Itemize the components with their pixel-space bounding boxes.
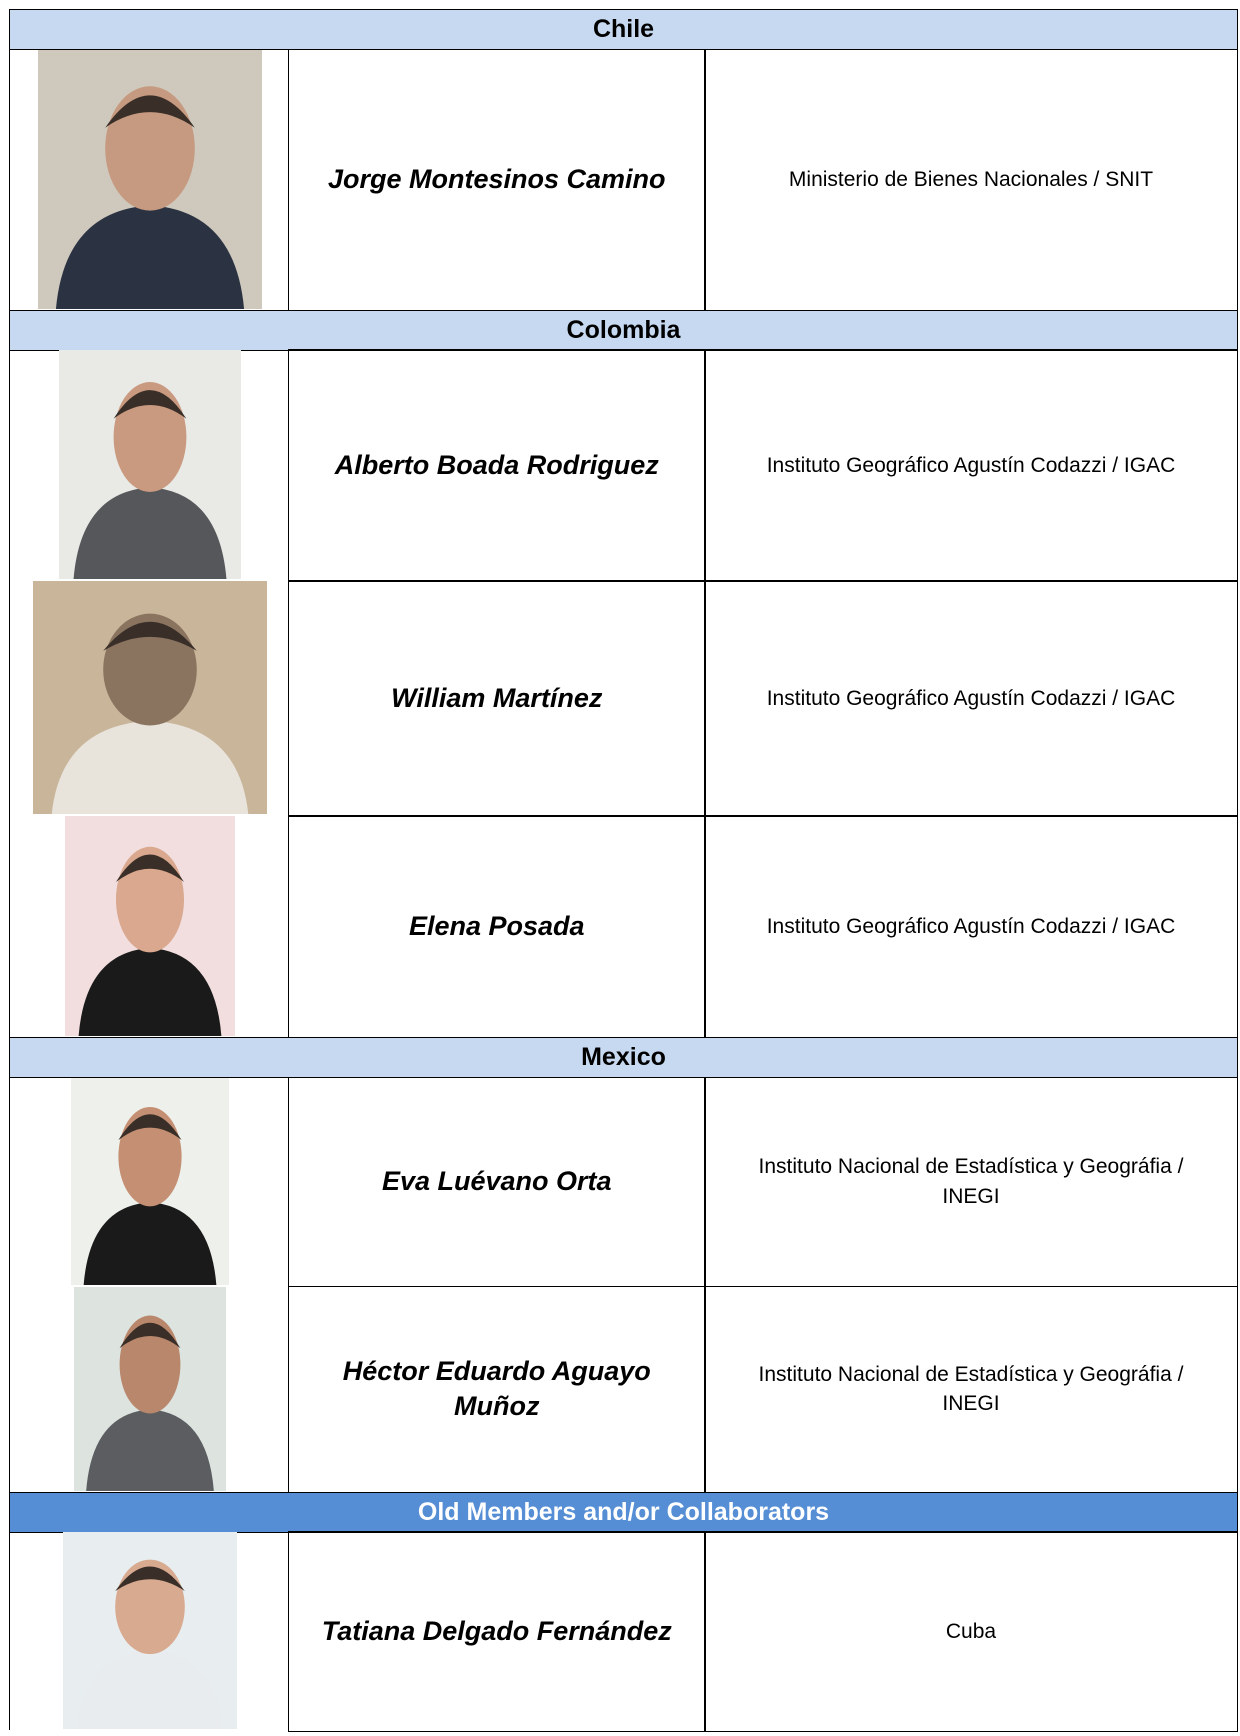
member-name: Héctor Eduardo Aguayo Muñoz (288, 1285, 706, 1493)
member-name: William Martínez (288, 580, 706, 817)
member-organization-text: Instituto Geográfico Agustín Codazzi / I… (766, 453, 1176, 477)
member-organization: Instituto Nacional de Estadística y Geog… (704, 1076, 1238, 1287)
member-name-text: Alberto Boada Rodriguez (334, 449, 659, 480)
member-organization-text: Cuba (945, 1619, 997, 1643)
member-organization: Instituto Geográfico Agustín Codazzi / I… (704, 580, 1238, 817)
section-header: Colombia (9, 309, 1238, 351)
photo-cell (9, 580, 290, 815)
section-header: Mexico (9, 1037, 1238, 1078)
member-photo (37, 49, 262, 309)
member-name-text: Héctor Eduardo Aguayo Muñoz (342, 1356, 651, 1422)
member-name-text: Tatiana Delgado Fernández (321, 1615, 672, 1646)
member-name: Elena Posada (288, 815, 706, 1039)
photo-cell (9, 1076, 290, 1286)
section-header-text: Chile (592, 15, 655, 43)
member-photo (64, 816, 235, 1036)
member-photo (32, 581, 267, 814)
member-organization: Ministerio de Bienes Nacionales / SNIT (704, 48, 1238, 311)
member-name-text: Eva Luévano Orta (381, 1166, 612, 1197)
member-organization: Instituto Geográfico Agustín Codazzi / I… (704, 349, 1238, 582)
member-organization-text: Ministerio de Bienes Nacionales / SNIT (788, 168, 1154, 192)
member-name-text: William Martínez (391, 682, 603, 713)
section-header-text: Mexico (581, 1043, 666, 1071)
member-name: Eva Luévano Orta (288, 1076, 706, 1287)
member-name: Alberto Boada Rodriguez (288, 349, 706, 582)
member-organization: Cuba (704, 1531, 1238, 1732)
member-name-text: Elena Posada (408, 911, 585, 942)
photo-cell (9, 1285, 290, 1492)
member-name: Jorge Montesinos Camino (288, 48, 706, 311)
member-photo (73, 1286, 226, 1491)
photo-cell (9, 1531, 290, 1730)
section-header: Chile (9, 9, 1238, 50)
member-organization: Instituto Geográfico Agustín Codazzi / I… (704, 815, 1238, 1039)
member-organization-text: Instituto Nacional de Estadística y Geog… (758, 1362, 1184, 1416)
section-header-text: Old Members and/or Collaborators (417, 1497, 830, 1526)
member-organization-text: Instituto Geográfico Agustín Codazzi / I… (766, 915, 1176, 939)
section-header-text: Colombia (566, 315, 681, 344)
photo-cell (9, 815, 290, 1037)
member-name: Tatiana Delgado Fernández (288, 1531, 706, 1732)
member-organization-text: Instituto Geográfico Agustín Codazzi / I… (766, 686, 1176, 710)
photo-cell (9, 48, 290, 310)
member-name-text: Jorge Montesinos Camino (327, 164, 666, 195)
photo-cell (9, 349, 290, 580)
member-organization-text: Instituto Nacional de Estadística y Geog… (758, 1155, 1184, 1208)
member-photo (70, 1077, 229, 1285)
member-organization: Instituto Nacional de Estadística y Geog… (704, 1285, 1238, 1493)
member-photo (58, 350, 241, 579)
section-header: Old Members and/or Collaborators (9, 1491, 1238, 1533)
member-photo (62, 1532, 237, 1729)
